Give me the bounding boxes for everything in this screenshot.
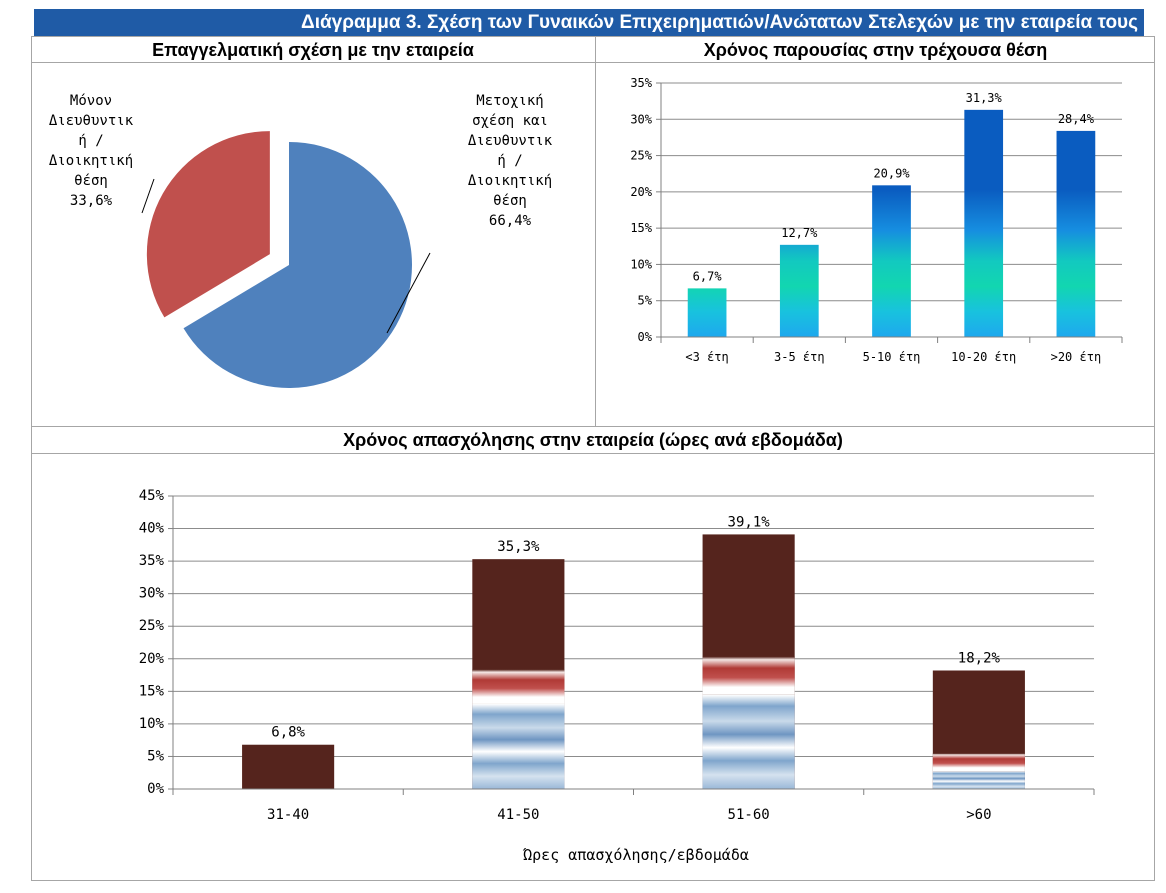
y-tick-label: 15% [139, 683, 165, 699]
hours-bar-red-band [472, 669, 565, 704]
y-tick-label: 35% [630, 76, 652, 90]
hours-bar-red-band [702, 656, 795, 695]
y-tick-label: 30% [139, 586, 165, 602]
pie-slice-label-line: θέση [74, 173, 108, 189]
pie-slice-label-line: Μετοχική [476, 93, 543, 109]
panel-divider-top [31, 62, 1155, 63]
pie-slice-label-line: Διευθυντικ [468, 133, 553, 149]
pie-slice-label-line: Διοικητική [49, 153, 133, 169]
pie-leader-line-1 [141, 178, 155, 214]
tenure-bar-chart: 0% 5% 10% 15% 20% 25% 30% 35% <3 έτη 3-5 έτη 5-10… [630, 76, 1123, 364]
hours-bar-chart: 0% 5% 10% 15% 20% 25% 30% 35% 40% 45% 31-40 41-50 5… [139, 488, 1095, 864]
pie-slice-label-line: Μόνον [70, 93, 112, 109]
y-tick-label: 25% [630, 149, 652, 163]
pie-leader-line-0 [386, 252, 431, 334]
hours-bar-red-band [932, 753, 1025, 772]
pie-slice-1 [146, 131, 270, 318]
figure-frame [31, 36, 1155, 881]
pie-slice-label-0: Μετοχική σχέση και Διευθυντικ ή / Διοικητική… [468, 93, 553, 229]
panel-divider-vertical [595, 36, 596, 426]
y-tick-label: 5% [638, 294, 653, 308]
pie-slice-label-line: Διευθυντικ [49, 113, 134, 129]
x-category-label: 10-20 έτη [951, 350, 1016, 364]
y-tick-label: 5% [147, 748, 164, 764]
bar-value-label: 39,1% [728, 514, 771, 530]
pie-slice-value-0: 66,4% [489, 213, 532, 229]
y-tick-label: 20% [139, 651, 165, 667]
bar-value-label: 6,8% [271, 725, 305, 741]
panel-divider-bottom-title [31, 453, 1155, 454]
y-tick-label: 10% [139, 716, 165, 732]
pie-slice-label-line: ή / [78, 133, 103, 149]
hours-chart-title: Χρόνος απασχόλησης στην εταιρεία (ώρες α… [343, 430, 843, 450]
panel-divider-middle [31, 426, 1155, 427]
y-tick-label: 20% [630, 185, 652, 199]
bar-value-label: 20,9% [873, 166, 910, 180]
x-category-label: 31-40 [267, 807, 309, 823]
pie-slice-0 [183, 142, 412, 388]
y-tick-label: 45% [139, 488, 165, 504]
figure-title: Διάγραμμα 3. Σχέση των Γυναικών Επιχειρη… [34, 9, 1144, 36]
y-tick-label: 25% [139, 618, 165, 634]
y-tick-label: 15% [630, 221, 652, 235]
pie-chart: Μετοχική σχέση και Διευθυντικ ή / Διοικητική… [49, 93, 553, 388]
tenure-bar [1056, 130, 1096, 337]
y-tick-label: 0% [147, 781, 164, 797]
pie-chart-title: Επαγγελματική σχέση με την εταιρεία [152, 40, 474, 60]
hours-bar-blue-band [932, 771, 1025, 789]
bar-value-label: 35,3% [497, 539, 540, 555]
y-tick-label: 10% [630, 257, 652, 271]
hours-bar [242, 744, 335, 789]
tenure-chart-title: Χρόνος παρουσίας στην τρέχουσα θέση [703, 40, 1048, 60]
y-tick-label: 0% [638, 330, 653, 344]
pie-slice-label-line: θέση [493, 193, 527, 209]
x-category-label: >20 έτη [1051, 350, 1102, 364]
tenure-bar [872, 185, 911, 337]
bar-value-label: 28,4% [1058, 112, 1095, 126]
bar-value-label: 31,3% [966, 91, 1003, 105]
tenure-bar [779, 244, 819, 337]
bar-value-label: 18,2% [958, 650, 1001, 666]
pie-slice-label-line: Διοικητική [468, 173, 552, 189]
x-category-label: <3 έτη [685, 350, 728, 364]
x-category-label: 51-60 [728, 807, 770, 823]
x-category-label: 3-5 έτη [774, 350, 825, 364]
x-category-label: 41-50 [497, 807, 539, 823]
y-tick-label: 40% [139, 521, 165, 537]
tenure-bar [964, 109, 1004, 337]
x-category-label: 5-10 έτη [863, 350, 921, 364]
hours-x-axis-label: Ώρες απασχόλησης/εβδομάδα [522, 846, 749, 864]
hours-bar-blue-band [702, 694, 795, 789]
bar-value-label: 12,7% [781, 226, 818, 240]
y-tick-label: 30% [630, 112, 652, 126]
pie-slice-label-1: Μόνον Διευθυντικ ή / Διοικητική θέση 33,6% [49, 93, 134, 209]
tenure-bar [687, 288, 727, 337]
hours-bar-blue-band [472, 703, 565, 789]
pie-slice-label-line: σχέση και [472, 113, 548, 129]
pie-slice-label-line: ή / [497, 153, 522, 169]
x-category-label: >60 [966, 807, 991, 823]
pie-slice-value-1: 33,6% [70, 193, 113, 209]
bar-value-label: 6,7% [693, 269, 723, 283]
y-tick-label: 35% [139, 553, 165, 569]
